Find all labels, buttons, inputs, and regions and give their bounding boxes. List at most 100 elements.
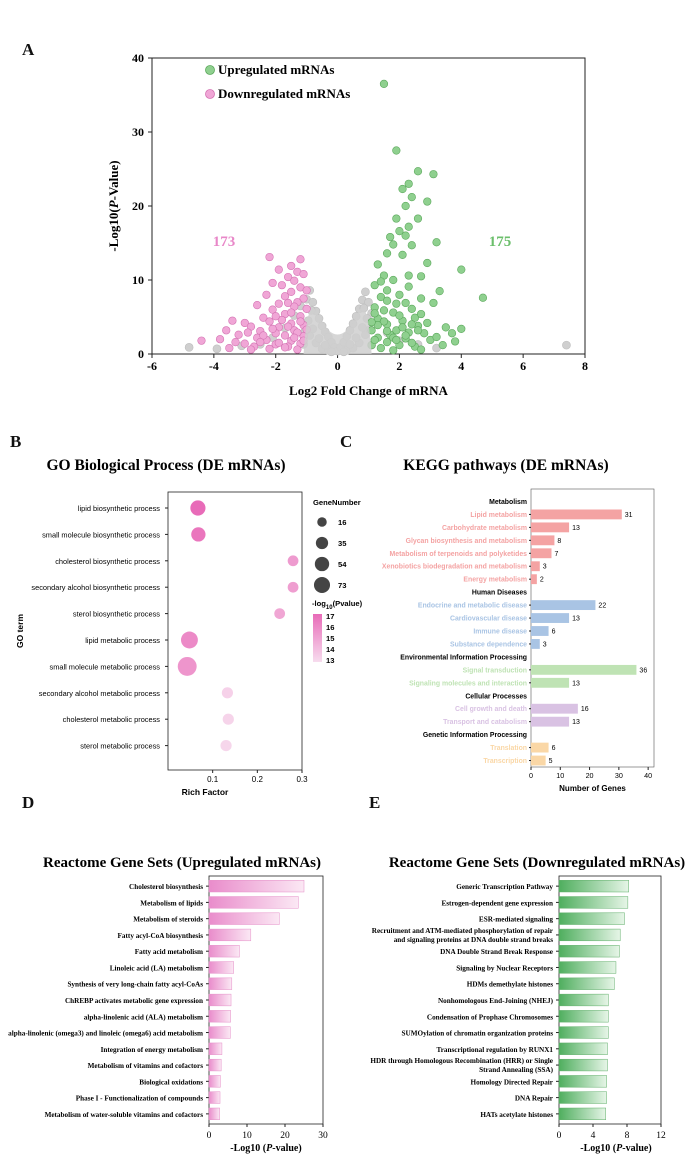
volcano-point-up — [416, 345, 426, 354]
reactome-down-bar — [558, 880, 629, 893]
kegg-pathway-label: Metabolism of terpenoids and polyketides — [390, 551, 528, 558]
reactome-down-bar — [558, 1010, 609, 1023]
kegg-pathway-label: Endocrine and metabolic disease — [418, 603, 527, 610]
volcano-y-tick-label: 20 — [132, 199, 144, 213]
volcano-point-down — [256, 338, 265, 347]
volcano-point-down — [268, 278, 277, 288]
volcano-point-down — [277, 315, 287, 325]
volcano-point-down — [299, 269, 308, 279]
volcano-point-up — [401, 331, 410, 340]
kegg-pathway-label: Substance dependence — [450, 641, 527, 648]
volcano-point-up — [457, 324, 466, 333]
volcano-point-up — [401, 298, 410, 308]
go-size-legend-label: 35 — [338, 539, 347, 548]
reactome-down-plot: Reactome Gene Sets (Downregulated mRNAs)… — [370, 855, 685, 1154]
go-bubble — [190, 500, 206, 516]
volcano-point-up — [395, 290, 404, 299]
volcano-point-up — [382, 338, 392, 347]
volcano-point-up — [367, 318, 376, 327]
reactome-up-term-label: alpha-linolenic acid (ALA) metabolism — [84, 1013, 203, 1021]
go-frame — [167, 491, 303, 771]
reactome-up-bar — [208, 1026, 231, 1039]
volcano-point-down — [280, 331, 290, 340]
reactome-down-term-label: DNA Repair — [515, 1095, 554, 1103]
volcano-x-tick-label: -6 — [147, 359, 157, 373]
go-term-label: secondary alcohol metabolic process — [39, 689, 160, 698]
kegg-bar — [531, 535, 555, 546]
reactome-down-term-label: Strand Annealing (SSA) — [479, 1066, 553, 1074]
volcano-legend-label: Upregulated mRNAs — [218, 62, 334, 77]
volcano-point-up — [478, 293, 488, 302]
volcano-point-up — [407, 241, 416, 250]
volcano-point-down — [296, 255, 305, 264]
go-size-legend-label: 73 — [338, 581, 346, 590]
go-color-legend-label: 16 — [326, 623, 334, 632]
reactome-down-bar — [558, 1075, 607, 1088]
reactome-up-term-label: Integration of energy metabolism — [101, 1046, 203, 1054]
volcano-point-up — [392, 214, 401, 223]
kegg-bar — [531, 755, 546, 766]
volcano-x-tick-label: -4 — [209, 359, 219, 373]
go-term-label: small molecule biosynthetic process — [42, 530, 160, 539]
volcano-point-down — [287, 287, 296, 296]
kegg-bar — [531, 626, 549, 636]
go-bubble — [177, 656, 197, 676]
kegg-bar-value: 36 — [639, 667, 647, 674]
go-term-label: cholesterol biosynthetic process — [55, 557, 160, 566]
volcano-point-down — [234, 330, 243, 339]
go-term-label: sterol metabolic process — [80, 742, 160, 751]
go-term-label: cholesterol metabolic process — [63, 715, 161, 724]
volcano-point-down — [302, 304, 311, 313]
volcano-point-down — [246, 345, 256, 354]
volcano-point-down — [296, 317, 305, 326]
kegg-pathway-label: Transcription — [483, 758, 527, 765]
reactome-down-term-label: Nonhomologous End-Joining (NHEJ) — [438, 997, 554, 1005]
volcano-point-up — [404, 271, 413, 280]
reactome-down-x-label: -Log10 (P-value) — [580, 1143, 651, 1154]
reactome-up-term-label: Metabolism of lipids — [140, 899, 203, 907]
go-color-legend-title-part: 10 — [326, 605, 333, 611]
kegg-title: KEGG pathways (DE mRNAs) — [403, 457, 608, 474]
volcano-point-up — [432, 238, 441, 247]
volcano-point-ns — [364, 297, 373, 307]
kegg-pathway-label: Xenobiotics biodegradation and metabolis… — [382, 564, 527, 571]
go-bubble — [220, 740, 232, 752]
kegg-bar — [531, 742, 549, 753]
volcano-point-down — [302, 286, 311, 295]
volcano-point-up — [413, 214, 423, 223]
volcano-point-up — [398, 184, 407, 194]
reactome-up-term-label: Biological oxidations — [139, 1078, 203, 1086]
volcano-y-label-part: -Log10( — [106, 208, 121, 251]
reactome-up-x-tick-label: 30 — [318, 1131, 328, 1141]
volcano-point-down — [243, 328, 252, 337]
go-bubble — [221, 687, 234, 699]
volcano-point-up — [382, 286, 392, 295]
go-size-legend-marker — [314, 556, 330, 572]
go-y-label: GO term — [15, 614, 25, 648]
volcano-point-up — [370, 335, 379, 345]
reactome-up-bar — [208, 1075, 221, 1088]
go-bubble — [191, 527, 206, 542]
volcano-point-up — [413, 167, 423, 176]
reactome-down-bar — [558, 1026, 609, 1039]
volcano-point-up — [379, 317, 389, 326]
volcano-point-down — [259, 313, 268, 322]
volcano-point-down — [274, 299, 283, 308]
reactome-down-term-label: Generic Transcription Pathway — [456, 883, 553, 891]
kegg-pathway-label: Transport and catabolism — [443, 719, 527, 726]
reactome-down-term-label: Signaling by Nuclear Receptors — [456, 964, 553, 972]
volcano-point-up — [398, 250, 407, 259]
reactome-down-term-label: Homology Directed Repair — [470, 1078, 553, 1086]
reactome-down-title: Reactome Gene Sets (Downregulated mRNAs) — [389, 855, 685, 871]
volcano-point-down — [280, 292, 290, 301]
volcano-point-up — [392, 299, 401, 308]
panel-label-c: C — [340, 432, 353, 451]
volcano-point-up — [382, 296, 392, 305]
kegg-bar-value: 13 — [572, 719, 580, 726]
volcano-point-down — [274, 265, 283, 274]
volcano-point-down — [287, 261, 296, 271]
go-size-legend-marker — [313, 576, 331, 594]
reactome-up-bar — [208, 993, 232, 1007]
volcano-point-down — [283, 272, 293, 282]
volcano-point-down — [265, 344, 274, 353]
